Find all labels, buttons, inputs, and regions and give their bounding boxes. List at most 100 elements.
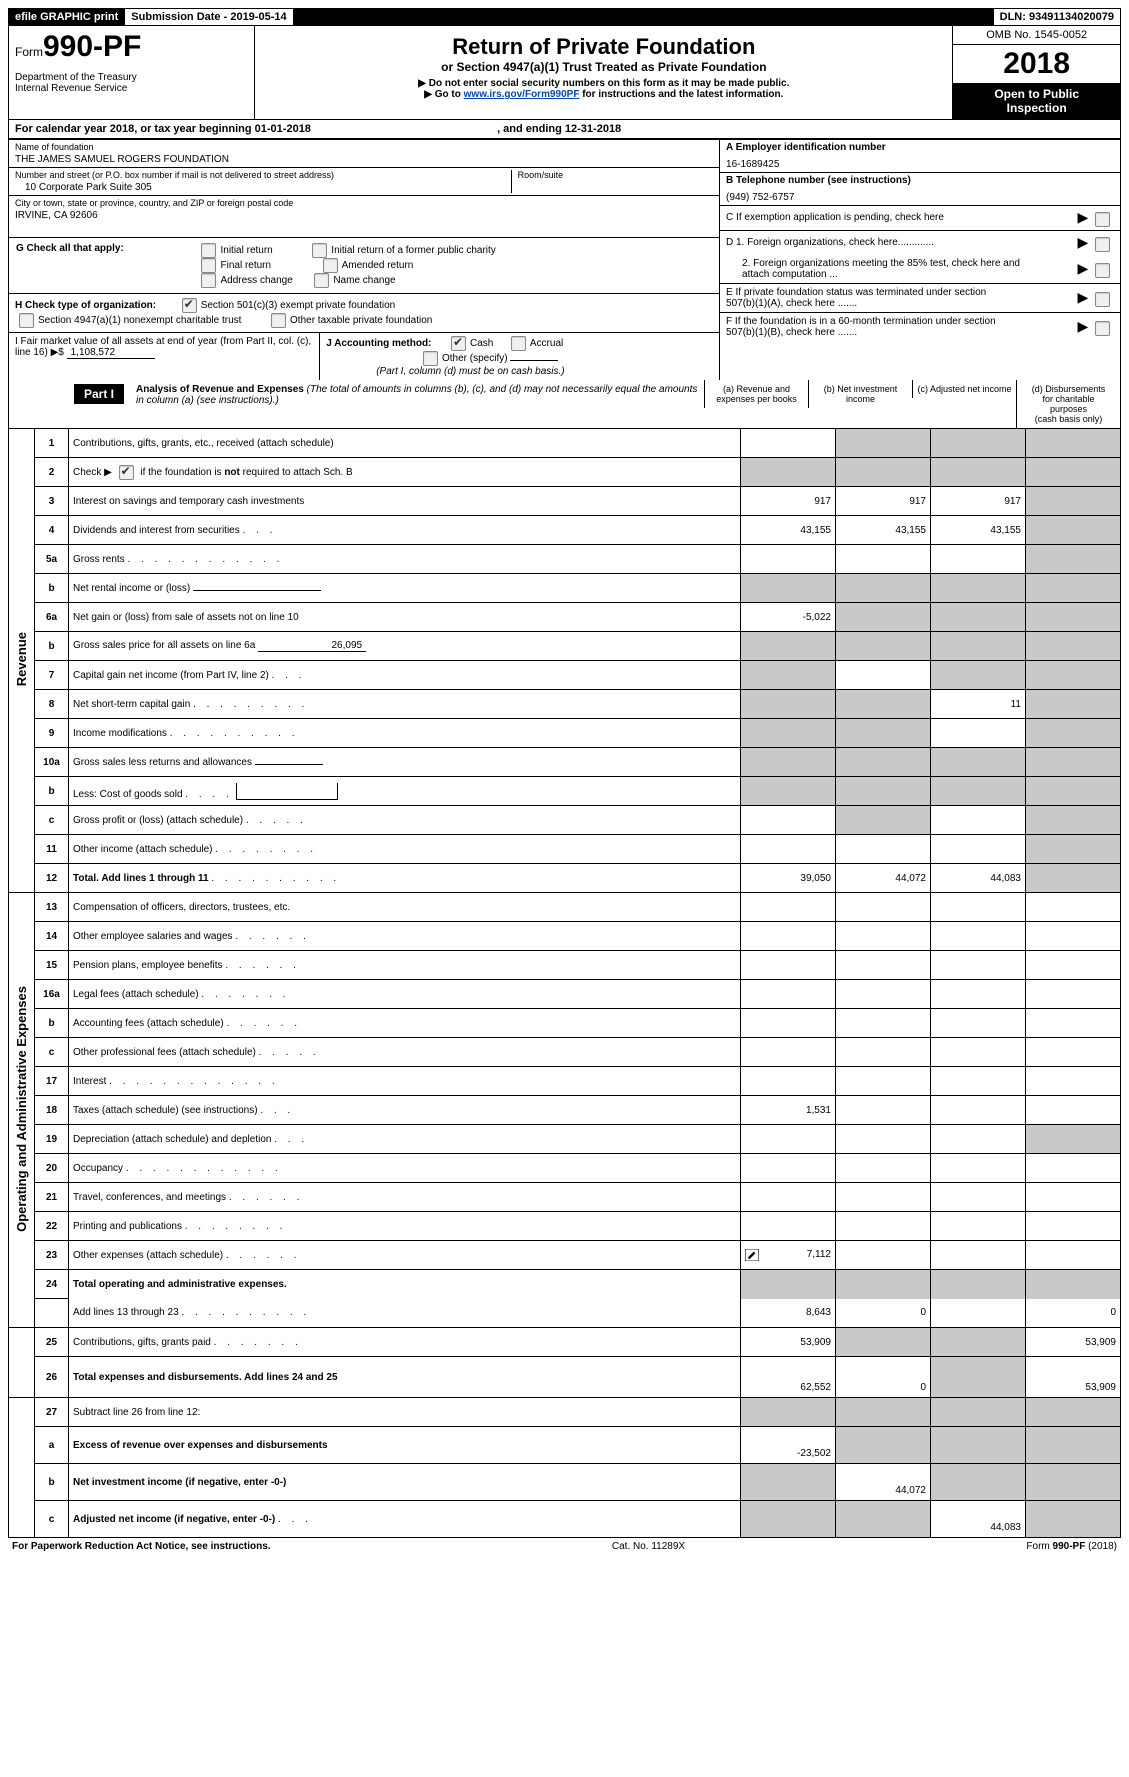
table-row: 25 Contributions, gifts, grants paid . .… xyxy=(9,1328,1121,1357)
name-cell: Name of foundation THE JAMES SAMUEL ROGE… xyxy=(9,140,719,168)
attachment-icon[interactable] xyxy=(745,1249,759,1261)
line-num: 2 xyxy=(35,458,69,487)
amt-b: 43,155 xyxy=(836,516,931,545)
line-num: 11 xyxy=(35,835,69,864)
table-row: 10a Gross sales less returns and allowan… xyxy=(9,748,1121,777)
chk-sch-b[interactable] xyxy=(119,465,134,480)
form-title: Return of Private Foundation xyxy=(261,34,946,60)
chk-cash[interactable] xyxy=(451,336,466,351)
dept-line2: Internal Revenue Service xyxy=(15,83,248,94)
efile-label: efile GRAPHIC print xyxy=(9,9,125,25)
h-other: Other taxable private foundation xyxy=(290,315,432,326)
chk-4947[interactable] xyxy=(19,313,34,328)
table-row: b Gross sales price for all assets on li… xyxy=(9,632,1121,661)
table-row: 21 Travel, conferences, and meetings . .… xyxy=(9,1183,1121,1212)
chk-initial-former[interactable] xyxy=(312,243,327,258)
city-state-zip: IRVINE, CA 92606 xyxy=(15,208,713,221)
phone-value: (949) 752-6757 xyxy=(726,186,1114,203)
form-header: Form990-PF Department of the Treasury In… xyxy=(8,26,1121,120)
city-cell: City or town, state or province, country… xyxy=(9,196,719,238)
amt-c: 11 xyxy=(931,690,1026,719)
line-desc: Total. Add lines 1 through 11 . . . . . … xyxy=(69,864,741,893)
chk-name-change[interactable] xyxy=(314,273,329,288)
open-inspection: Open to Public Inspection xyxy=(953,83,1120,119)
amt-d: 53,909 xyxy=(1026,1328,1121,1357)
chk-accrual[interactable] xyxy=(511,336,526,351)
line-num: 10a xyxy=(35,748,69,777)
submission-date-label: Submission Date - xyxy=(131,11,230,23)
line-num: 15 xyxy=(35,951,69,980)
chk-other-method[interactable] xyxy=(423,351,438,366)
amt-a: -5,022 xyxy=(741,603,836,632)
line-desc: Capital gain net income (from Part IV, l… xyxy=(69,661,741,690)
table-row: 18 Taxes (attach schedule) (see instruct… xyxy=(9,1096,1121,1125)
line-num: b xyxy=(35,632,69,661)
table-row: b Net investment income (if negative, en… xyxy=(9,1464,1121,1501)
chk-e[interactable] xyxy=(1095,292,1110,307)
chk-initial-return[interactable] xyxy=(201,243,216,258)
line-num: 4 xyxy=(35,516,69,545)
table-row: 11 Other income (attach schedule) . . . … xyxy=(9,835,1121,864)
d2-row: 2. Foreign organizations meeting the 85%… xyxy=(720,255,1120,283)
check-h: H Check type of organization: Section 50… xyxy=(9,294,719,333)
line-desc: Contributions, gifts, grants, etc., rece… xyxy=(69,429,741,458)
table-row: 14 Other employee salaries and wages . .… xyxy=(9,922,1121,951)
table-row: 26 Total expenses and disbursements. Add… xyxy=(9,1357,1121,1398)
chk-f[interactable] xyxy=(1095,321,1110,336)
form-prefix: Form xyxy=(15,45,43,59)
chk-c[interactable] xyxy=(1095,212,1110,227)
line-num: 6a xyxy=(35,603,69,632)
line-num: b xyxy=(35,777,69,806)
line-num: c xyxy=(35,1038,69,1067)
table-row: 4 Dividends and interest from securities… xyxy=(9,516,1121,545)
line-num: 19 xyxy=(35,1125,69,1154)
ein-value: 16-1689425 xyxy=(726,153,1114,170)
j-note: (Part I, column (d) must be on cash basi… xyxy=(326,366,564,377)
line-num: 24 xyxy=(35,1270,69,1299)
amt-d: 0 xyxy=(1026,1299,1121,1328)
chk-d2[interactable] xyxy=(1095,263,1110,278)
amt-a: 43,155 xyxy=(741,516,836,545)
chk-other-taxable[interactable] xyxy=(271,313,286,328)
calendar-year-row: For calendar year 2018, or tax year begi… xyxy=(8,120,1121,140)
chk-d1[interactable] xyxy=(1095,237,1110,252)
line-desc: Gross sales price for all assets on line… xyxy=(69,632,741,661)
chk-501c3[interactable] xyxy=(182,298,197,313)
entity-info: Name of foundation THE JAMES SAMUEL ROGE… xyxy=(8,140,1121,380)
table-row: c Gross profit or (loss) (attach schedul… xyxy=(9,806,1121,835)
arrow-icon: ▶ xyxy=(1077,209,1088,225)
chk-amended[interactable] xyxy=(323,258,338,273)
line-num: b xyxy=(35,1464,69,1501)
amt-d: 53,909 xyxy=(1026,1357,1121,1398)
line-desc: Other professional fees (attach schedule… xyxy=(69,1038,741,1067)
inspect-line1: Open to Public xyxy=(955,87,1118,101)
line-desc: Other expenses (attach schedule) . . . .… xyxy=(69,1241,741,1270)
chk-final-return[interactable] xyxy=(201,258,216,273)
g-final: Final return xyxy=(220,260,271,271)
submission-date: 2019-05-14 xyxy=(230,11,286,23)
opadmin-side-label: Operating and Administrative Expenses xyxy=(9,893,35,1328)
c-label: C If exemption application is pending, c… xyxy=(726,212,944,223)
amt-a: 53,909 xyxy=(741,1328,836,1357)
line-num: 3 xyxy=(35,487,69,516)
line-desc: Other income (attach schedule) . . . . .… xyxy=(69,835,741,864)
line-desc: Total operating and administrative expen… xyxy=(69,1270,741,1299)
amt-b: 917 xyxy=(836,487,931,516)
omb-number: OMB No. 1545-0052 xyxy=(953,26,1120,45)
irs-link[interactable]: www.irs.gov/Form990PF xyxy=(464,89,580,100)
j-accrual: Accrual xyxy=(530,338,563,349)
amt-a: 8,643 xyxy=(741,1299,836,1328)
inspect-line2: Inspection xyxy=(955,101,1118,115)
part1-header: Part I Analysis of Revenue and Expenses … xyxy=(8,380,1121,429)
line-desc: Net rental income or (loss) xyxy=(69,574,741,603)
col-b-head: (b) Net investment income xyxy=(808,380,912,408)
note2-pre: ▶ Go to xyxy=(424,89,463,100)
tax-year: 2018 xyxy=(953,45,1120,83)
line-desc: Gross sales less returns and allowances xyxy=(69,748,741,777)
chk-address-change[interactable] xyxy=(201,273,216,288)
line-num: b xyxy=(35,574,69,603)
line-num: 23 xyxy=(35,1241,69,1270)
part1-table: Revenue 1 Contributions, gifts, grants, … xyxy=(8,429,1121,1538)
table-row: 24 Total operating and administrative ex… xyxy=(9,1270,1121,1299)
line-num: 12 xyxy=(35,864,69,893)
